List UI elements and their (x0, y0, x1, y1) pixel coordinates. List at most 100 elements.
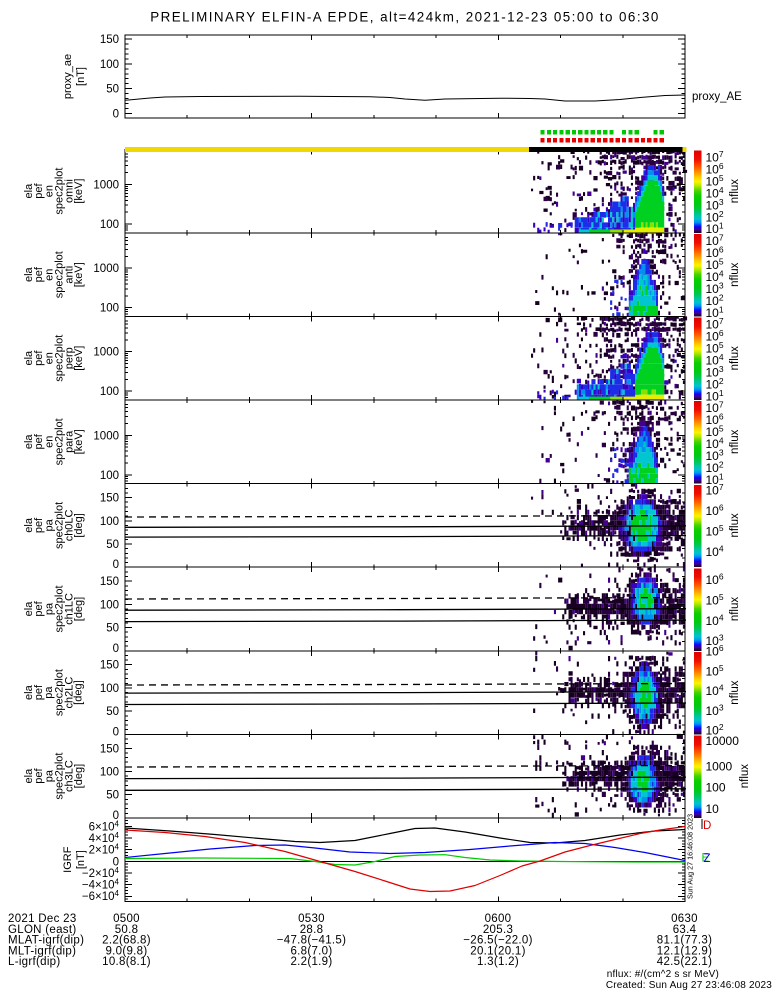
svg-text:−26.5(−22.0): −26.5(−22.0) (463, 935, 532, 947)
svg-text:−6×104: −6×104 (82, 889, 120, 903)
svg-text:pef: pef (33, 768, 45, 784)
svg-text:pa: pa (43, 769, 55, 782)
svg-text:1000: 1000 (93, 263, 119, 275)
svg-text:9.0(9.8): 9.0(9.8) (105, 945, 147, 957)
svg-text:100: 100 (100, 516, 119, 528)
svg-text:en: en (43, 352, 55, 364)
svg-text:nflux: nflux (739, 764, 751, 789)
svg-text:spec2plot: spec2plot (53, 585, 65, 632)
svg-text:spec2plot: spec2plot (53, 335, 65, 382)
svg-text:2021 Dec 23: 2021 Dec 23 (8, 913, 77, 925)
svg-text:50: 50 (106, 84, 119, 96)
svg-text:pef: pef (33, 183, 45, 199)
svg-text:pef: pef (33, 266, 45, 282)
svg-text:ela: ela (23, 183, 35, 199)
svg-text:0: 0 (113, 856, 119, 868)
svg-text:nflux: nflux (729, 179, 741, 204)
svg-text:50.8: 50.8 (115, 924, 139, 936)
svg-text:proxy_AE: proxy_AE (692, 91, 742, 103)
svg-text:proxy_ae: proxy_ae (62, 54, 74, 99)
svg-text:100: 100 (100, 386, 119, 398)
svg-text:42.5(22.1): 42.5(22.1) (657, 956, 712, 968)
svg-text:[keV]: [keV] (73, 262, 85, 287)
svg-text:[deg]: [deg] (73, 680, 85, 704)
svg-text:12.1(12.9): 12.1(12.9) (657, 945, 712, 957)
svg-text:PRELIMINARY ELFIN-A EPDE, alt=: PRELIMINARY ELFIN-A EPDE, alt=424km, 202… (150, 10, 660, 25)
svg-text:−2×104: −2×104 (82, 866, 120, 880)
svg-text:100: 100 (100, 470, 119, 482)
svg-text:IGRF: IGRF (62, 846, 74, 873)
svg-text:50: 50 (106, 790, 119, 802)
svg-text:[keV]: [keV] (73, 346, 85, 371)
svg-text:Z: Z (704, 853, 711, 865)
svg-text:pa: pa (43, 602, 55, 615)
svg-text:150: 150 (100, 660, 119, 672)
svg-text:ela: ela (23, 266, 35, 282)
svg-text:100: 100 (100, 219, 119, 231)
svg-text:100: 100 (100, 59, 119, 71)
svg-text:2.2(68.8): 2.2(68.8) (102, 935, 151, 947)
svg-text:0: 0 (113, 810, 119, 822)
svg-text:spec2plot: spec2plot (53, 168, 65, 215)
svg-text:nflux: nflux (729, 429, 741, 454)
svg-text:4×104: 4×104 (89, 831, 120, 845)
svg-text:[deg]: [deg] (73, 513, 85, 537)
svg-text:spec2plot: spec2plot (53, 418, 65, 465)
svg-text:150: 150 (100, 493, 119, 505)
svg-text:100: 100 (100, 766, 119, 778)
svg-text:ela: ela (23, 517, 35, 533)
svg-text:81.1(77.3): 81.1(77.3) (657, 935, 712, 947)
svg-text:ch3LC: ch3LC (64, 760, 76, 792)
svg-text:205.3: 205.3 (483, 924, 513, 936)
svg-text:1000: 1000 (93, 180, 119, 192)
svg-text:0: 0 (113, 643, 119, 655)
svg-text:pa: pa (43, 686, 55, 699)
svg-text:−4×104: −4×104 (82, 878, 120, 892)
svg-text:para: para (64, 430, 76, 453)
svg-text:ela: ela (23, 350, 35, 366)
svg-text:2.2(1.9): 2.2(1.9) (290, 956, 332, 968)
svg-text:spec2plot: spec2plot (53, 669, 65, 716)
svg-text:omni: omni (63, 179, 75, 203)
svg-text:ela: ela (23, 601, 35, 617)
svg-text:2×104: 2×104 (89, 843, 120, 857)
svg-text:[nT]: [nT] (75, 67, 87, 86)
svg-text:20.1(20.1): 20.1(20.1) (470, 945, 525, 957)
svg-text:pef: pef (33, 433, 45, 449)
svg-text:0500: 0500 (113, 913, 140, 925)
svg-text:100: 100 (100, 303, 119, 315)
svg-text:Created: Sun Aug 27 23:46:08 2: Created: Sun Aug 27 23:46:08 2023 (606, 980, 772, 991)
svg-text:50: 50 (106, 539, 119, 551)
svg-text:E: E (702, 853, 710, 865)
svg-text:[keV]: [keV] (73, 429, 85, 454)
svg-text:nflux: nflux (729, 346, 741, 371)
svg-text:150: 150 (100, 743, 119, 755)
svg-text:pa: pa (43, 518, 55, 531)
svg-text:0: 0 (113, 559, 119, 571)
svg-text:[deg]: [deg] (73, 597, 85, 621)
svg-text:en: en (43, 436, 55, 448)
svg-text:perp: perp (64, 347, 76, 369)
svg-text:nflux: nflux (729, 597, 741, 622)
svg-text:[deg]: [deg] (73, 764, 85, 788)
svg-text:spec2plot: spec2plot (53, 251, 65, 298)
svg-text:MLAT-igrf(dip): MLAT-igrf(dip) (8, 935, 84, 947)
svg-text:spec2plot: spec2plot (53, 502, 65, 549)
svg-text:100: 100 (100, 599, 119, 611)
svg-text:1000: 1000 (93, 347, 119, 359)
svg-text:pef: pef (33, 517, 45, 533)
svg-text:63.4: 63.4 (673, 924, 697, 936)
svg-text:Sun Aug 27 16:46:08 2023: Sun Aug 27 16:46:08 2023 (686, 814, 695, 899)
svg-text:ela: ela (23, 768, 35, 784)
svg-text:ela: ela (23, 684, 35, 700)
svg-text:L-igrf(dip): L-igrf(dip) (8, 956, 61, 968)
svg-text:1.3(1.2): 1.3(1.2) (477, 956, 519, 968)
svg-text:anti: anti (63, 266, 75, 284)
svg-text:GLON (east): GLON (east) (8, 924, 76, 936)
svg-text:en: en (43, 185, 55, 197)
svg-text:nflux: nflux (729, 513, 741, 538)
svg-text:0530: 0530 (298, 913, 325, 925)
svg-text:0630: 0630 (671, 913, 698, 925)
svg-text:pef: pef (33, 350, 45, 366)
svg-text:150: 150 (100, 576, 119, 588)
